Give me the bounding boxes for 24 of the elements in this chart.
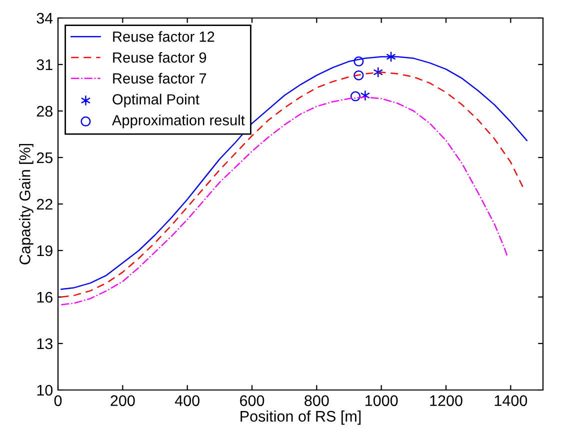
- y-axis-title: Capacity Gain [%]: [19, 144, 34, 264]
- x-tick-label: 800: [304, 395, 329, 406]
- legend-label: Optimal Point: [112, 94, 200, 108]
- y-tick-label: 28: [36, 106, 52, 117]
- x-tick-label: 1200: [430, 395, 462, 406]
- x-tick-label: 400: [174, 395, 200, 406]
- legend-label: Reuse factor 9: [113, 52, 206, 63]
- x-tick-label: 600: [240, 395, 264, 406]
- x-axis-title: Position of RS [m]: [240, 410, 361, 425]
- x-tick-label: 200: [110, 395, 135, 406]
- y-tick-label: 10: [37, 384, 53, 396]
- x-tick-label: 1000: [366, 395, 398, 406]
- legend-label: Reuse factor 7: [113, 72, 206, 84]
- x-tick-label: 0: [54, 395, 62, 406]
- legend-label: Reuse factor 12: [113, 31, 214, 42]
- y-tick-label: 22: [36, 198, 52, 210]
- y-tick-label: 31: [36, 59, 52, 70]
- y-tick-label: 25: [36, 152, 52, 164]
- x-tick-label: 1400: [494, 395, 528, 406]
- y-tick-label: 19: [37, 245, 52, 256]
- y-tick-label: 13: [37, 338, 52, 350]
- y-tick-label: 16: [37, 292, 52, 303]
- y-tick-label: 34: [36, 12, 53, 24]
- legend-label: Approximation result: [112, 114, 245, 128]
